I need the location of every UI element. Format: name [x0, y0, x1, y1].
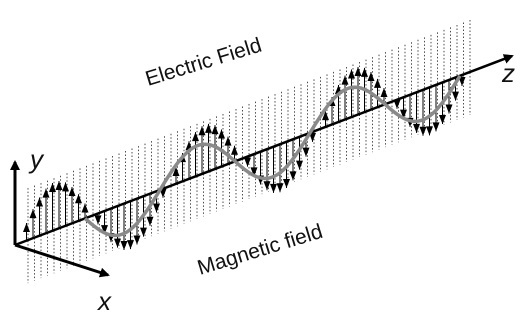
e-arrowhead [264, 181, 271, 190]
em-wave-diagram: Electric Field Magnetic field y x z [0, 0, 524, 317]
e-arrowhead [134, 236, 141, 245]
e-arrowhead [36, 197, 43, 206]
e-arrowhead [75, 194, 82, 203]
e-arrowhead [426, 126, 433, 135]
e-arrowhead [30, 209, 37, 218]
e-arrowhead [114, 239, 121, 248]
e-arrowhead [420, 127, 427, 136]
e-arrowhead [140, 228, 147, 237]
e-arrowhead [446, 105, 453, 114]
e-arrowhead [147, 217, 154, 226]
electric-field-label: Electric Field [143, 34, 265, 91]
e-arrowhead [290, 171, 297, 180]
x-axis [15, 245, 108, 275]
e-arrowhead [212, 125, 219, 134]
e-arrowhead [82, 204, 89, 213]
e-arrowhead [56, 181, 63, 190]
e-arrowhead [433, 122, 440, 131]
e-arrowhead [199, 126, 206, 135]
y-label: y [28, 144, 45, 174]
magnetic-field-label: Magnetic field [195, 220, 326, 280]
e-arrowhead [368, 72, 375, 81]
e-arrowhead [231, 146, 238, 155]
e-arrowhead [303, 148, 310, 157]
e-arrowhead [270, 184, 277, 193]
e-arrowhead [218, 129, 225, 138]
e-arrowhead [225, 137, 232, 146]
e-arrowhead [192, 132, 199, 141]
e-arrowhead [49, 183, 56, 192]
e-arrowhead [62, 182, 69, 191]
e-arrowhead [283, 179, 290, 188]
e-arrowhead [439, 115, 446, 124]
e-arrowhead [355, 67, 362, 76]
e-arrowhead [296, 161, 303, 170]
e-arrowhead [95, 215, 102, 224]
x-label: x [96, 286, 112, 316]
e-arrowhead [23, 223, 30, 232]
e-arrowhead [413, 124, 420, 133]
z-label: z [501, 58, 515, 88]
e-arrowhead [127, 240, 134, 249]
e-arrowhead [244, 158, 251, 167]
e-arrowhead [348, 70, 355, 79]
z-axis [15, 56, 512, 245]
e-arrowhead [381, 88, 388, 97]
e-arrowhead [205, 124, 212, 133]
e-arrowhead [361, 68, 368, 77]
e-arrowhead [452, 92, 459, 101]
e-arrowhead [342, 76, 349, 85]
e-arrowhead [69, 187, 76, 196]
e-arrowhead [121, 241, 128, 250]
e-arrowhead [43, 189, 50, 198]
e-arrowhead [374, 79, 381, 88]
e-arrowhead [153, 204, 160, 213]
e-arrowhead [277, 183, 284, 192]
